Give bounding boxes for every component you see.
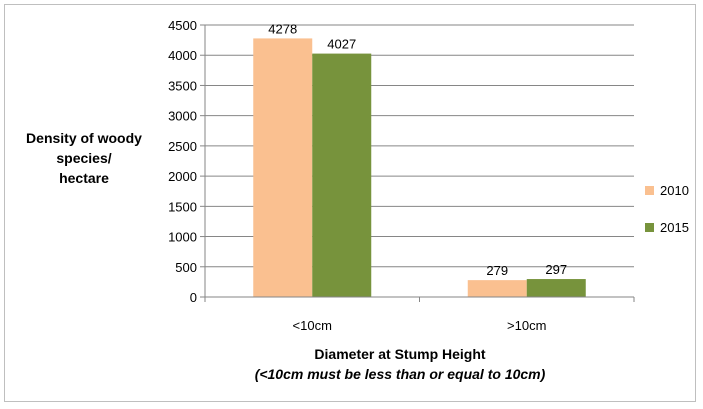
x-tick-label: <10cm [293, 318, 332, 333]
y-tick-label: 2000 [168, 169, 197, 184]
bar-2015-0 [312, 53, 372, 297]
data-label: 4027 [327, 37, 356, 52]
y-tick-label: 3500 [168, 78, 197, 93]
bar-2015-1 [526, 279, 586, 297]
legend: 2010 2015 [645, 180, 695, 254]
x-axis-title: Diameter at Stump Height [314, 346, 486, 362]
legend-swatch [645, 185, 654, 195]
x-axis-note: (<10cm must be less than or equal to 10c… [254, 366, 546, 382]
y-tick-label: 4500 [168, 18, 197, 33]
legend-label: 2010 [660, 182, 689, 198]
axes [200, 24, 635, 302]
y-axis-label-line: Density of woody [26, 130, 142, 146]
legend-item-2015: 2015 [645, 217, 695, 237]
labels: 0 500 1000 1500 2000 2500 3000 3500 4000 4500 4278… [168, 18, 567, 333]
y-tick-label: 500 [175, 260, 197, 275]
legend-swatch [645, 222, 654, 232]
y-tick-label: 4000 [168, 48, 197, 63]
y-tick-label: 1500 [168, 199, 197, 214]
y-tick-label: 1000 [168, 230, 197, 245]
data-label: 4278 [268, 21, 297, 36]
legend-label: 2015 [660, 219, 689, 235]
bar-2010-0 [253, 38, 313, 297]
legend-item-2010: 2010 [645, 180, 695, 200]
y-tick-label: 3000 [168, 109, 197, 124]
bar-2010-1 [467, 280, 527, 297]
x-tick-label: >10cm [507, 318, 546, 333]
data-label: 279 [486, 263, 508, 278]
data-label: 297 [545, 262, 567, 277]
y-axis-label-line: species/ [56, 150, 112, 166]
y-axis-label-line: hectare [59, 170, 109, 186]
bars [253, 38, 586, 297]
y-tick-label: 0 [190, 290, 197, 305]
x-axis-label: Diameter at Stump Height (<10cm must be … [200, 344, 600, 384]
y-axis-label: Density of woody species/ hectare [20, 128, 148, 188]
y-tick-label: 2500 [168, 139, 197, 154]
